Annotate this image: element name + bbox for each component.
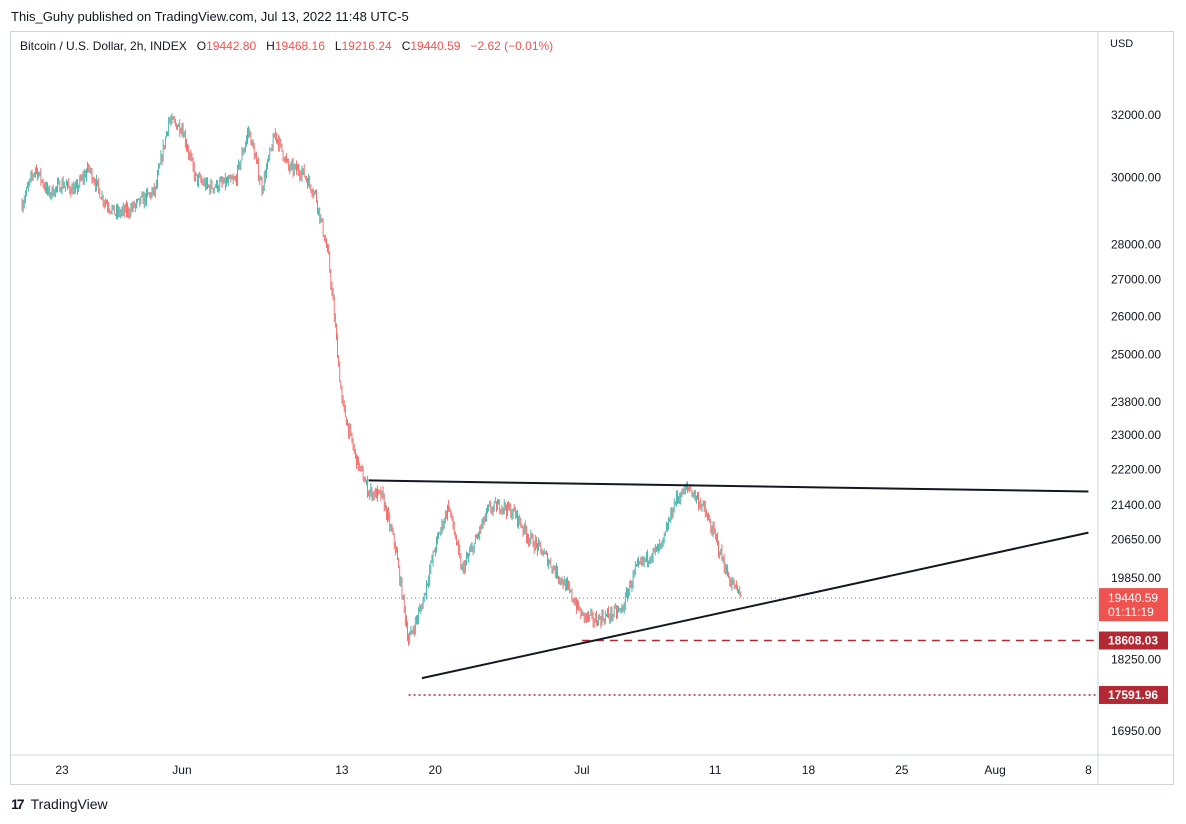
tradingview-logo-icon: 17 [11,796,25,812]
chart-legend: Bitcoin / U.S. Dollar, 2h, INDEX O19442.… [20,39,553,53]
footer-brand: TradingView [30,796,108,812]
chart-frame [10,31,1174,785]
close-value: 19440.59 [410,39,461,53]
close-label: C [401,39,411,53]
footer: 17 TradingView [11,796,108,812]
open-label: O [196,39,207,53]
currency-label: USD [1110,38,1134,50]
high-value: 19468.16 [274,39,325,53]
high-label: H [266,39,275,53]
low-value: 19216.24 [341,39,392,53]
open-value: 19442.80 [206,39,257,53]
low-label: L [334,39,342,53]
publisher-header: This_Guhy published on TradingView.com, … [11,9,409,24]
change-value: −2.62 (−0.01%) [470,39,554,53]
symbol-label: Bitcoin / U.S. Dollar, 2h, INDEX [20,39,187,53]
